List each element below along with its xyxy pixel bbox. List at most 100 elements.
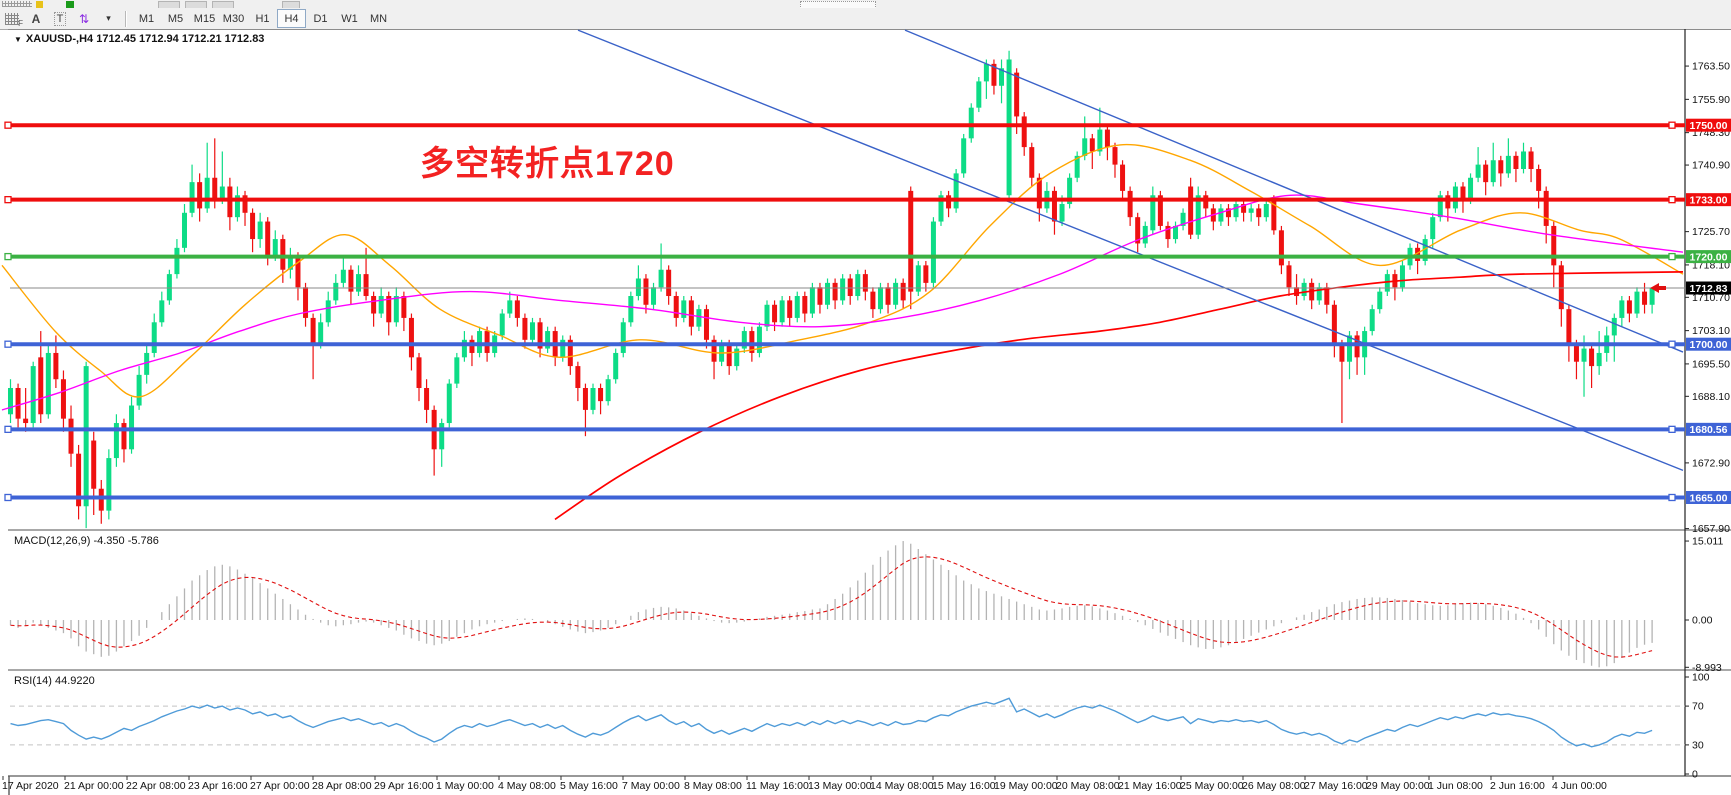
symbol-collapse-icon[interactable]: ▼ — [14, 35, 22, 44]
ma-slow-magenta — [1, 194, 1684, 411]
macd-histogram — [9, 541, 1653, 668]
time-axis-label: 29 Apr 16:00 — [374, 780, 434, 792]
current-price-line-axis-badge — [1686, 281, 1731, 295]
svg-text:1712.83: 1712.83 — [1690, 283, 1728, 295]
support-1665-handle[interactable] — [4, 493, 12, 502]
toolbar-fragment — [212, 1, 234, 8]
time-axis-label: 23 Apr 16:00 — [188, 780, 248, 792]
svg-text:1700.00: 1700.00 — [1690, 339, 1728, 351]
svg-text:1695.50: 1695.50 — [1692, 358, 1730, 370]
svg-text:1763.50: 1763.50 — [1692, 61, 1730, 73]
support-1700-handle[interactable] — [1668, 340, 1676, 348]
chart-text-annotation[interactable]: 多空转折点1720 — [420, 145, 675, 183]
resistance-1750-handle[interactable] — [1668, 121, 1676, 129]
ma-long-red — [554, 271, 1684, 521]
time-axis-label: 1 May 00:00 — [436, 780, 494, 792]
svg-text:0: 0 — [1692, 769, 1698, 781]
pivot-1720-handle[interactable] — [1668, 252, 1676, 261]
svg-text:70: 70 — [1692, 701, 1704, 713]
support-1680-handle[interactable] — [4, 425, 12, 433]
macd-signal-line — [10, 556, 1653, 658]
pivot-1720-handle[interactable] — [4, 252, 12, 261]
timeframe-M5-button[interactable]: M5 — [167, 12, 184, 25]
time-axis-label: 28 Apr 08:00 — [312, 780, 372, 792]
symbol-ohlc-label: ▼ XAUUSD-,H4 1712.45 1712.94 1712.21 1712… — [14, 33, 264, 45]
time-axis-label: 1 Jun 08:00 — [1428, 780, 1483, 792]
time-axis-label: 19 May 00:00 — [994, 780, 1058, 792]
timeframe-MN-button[interactable]: MN — [369, 12, 388, 25]
time-axis-label: 29 May 00:00 — [1366, 780, 1430, 792]
svg-text:1672.90: 1672.90 — [1692, 457, 1730, 469]
draw-text-label-button[interactable]: T — [49, 10, 71, 27]
text-label-icon: T — [53, 11, 67, 26]
arrows-tool-button[interactable]: ⇅ — [78, 11, 90, 26]
support-1700-axis-badge — [1686, 337, 1731, 351]
timeframe-W1-button[interactable]: W1 — [341, 12, 358, 25]
fibonacci-grid-icon — [5, 12, 19, 25]
time-axis-label: 26 May 08:00 — [1242, 780, 1306, 792]
support-1680-handle[interactable] — [1668, 425, 1676, 433]
resistance-1733-axis-badge — [1686, 193, 1731, 207]
svg-text:1680.56: 1680.56 — [1690, 424, 1728, 436]
symbol-ohlc-text: XAUUSD-,H4 1712.45 1712.94 1712.21 1712.… — [25, 33, 265, 45]
ma-fast-orange — [1, 143, 1684, 398]
time-axis-label: 4 Jun 00:00 — [1552, 780, 1607, 792]
svg-text:1703.10: 1703.10 — [1692, 325, 1730, 337]
arrows-dropdown-caret[interactable]: ▾ — [97, 10, 119, 27]
resistance-1750-handle[interactable] — [4, 121, 12, 129]
clipped-upper-toolbar — [0, 0, 1731, 8]
support-1700-handle[interactable] — [4, 340, 12, 348]
time-axis-label: 5 May 16:00 — [560, 780, 618, 792]
toolbar-fragment — [36, 1, 43, 8]
time-axis-label: 27 Apr 00:00 — [250, 780, 310, 792]
svg-text:1740.90: 1740.90 — [1692, 160, 1730, 172]
svg-text:100: 100 — [1692, 672, 1710, 684]
time-axis-label: 21 May 16:00 — [1118, 780, 1182, 792]
time-axis-label: 22 Apr 08:00 — [126, 780, 186, 792]
timeframe-M15-button[interactable]: M15 — [193, 12, 216, 25]
chevron-down-icon: ▾ — [106, 13, 111, 23]
draw-text-button[interactable]: A — [31, 11, 41, 26]
toolbar-fragment — [66, 1, 74, 8]
toolbar-fragment — [800, 1, 876, 8]
timeframe-M30-button[interactable]: M30 — [222, 12, 245, 25]
resistance-1750-axis-badge — [1686, 118, 1731, 132]
rsi-line — [10, 697, 1653, 748]
rsi-indicator-label: RSI(14) 44.9220 — [14, 675, 95, 687]
resistance-1733-handle[interactable] — [1668, 196, 1676, 204]
time-axis-label: 21 Apr 00:00 — [64, 780, 124, 792]
time-axis-label: 17 Apr 2020 — [2, 780, 59, 792]
timeframe-H1-button[interactable]: H1 — [255, 12, 270, 25]
svg-text:15.011: 15.011 — [1692, 536, 1723, 548]
pivot-1720-axis-badge — [1686, 250, 1731, 264]
timeframe-M1-button[interactable]: M1 — [138, 12, 155, 25]
fibonacci-f-glyph: F — [18, 19, 23, 28]
toolbar-fragment — [158, 1, 180, 8]
macd-indicator-label: MACD(12,26,9) -4.350 -5.786 — [14, 535, 159, 547]
time-axis-label: 20 May 08:00 — [1056, 780, 1120, 792]
timeframe-D1-button[interactable]: D1 — [313, 12, 328, 25]
support-1665-handle[interactable] — [1668, 493, 1676, 502]
time-axis-label: 14 May 08:00 — [870, 780, 934, 792]
time-axis-label: 8 May 08:00 — [684, 780, 742, 792]
last-price-arrow — [1650, 283, 1666, 293]
time-axis-label: 11 May 16:00 — [746, 780, 809, 792]
svg-text:0.00: 0.00 — [1692, 615, 1713, 627]
support-1680-axis-badge — [1686, 422, 1731, 436]
svg-text:1725.70: 1725.70 — [1692, 226, 1730, 238]
support-1665-axis-badge — [1686, 490, 1731, 504]
svg-text:1665.00: 1665.00 — [1690, 492, 1728, 504]
time-axis-label: 27 May 16:00 — [1304, 780, 1368, 792]
toolbar-fragment — [2, 1, 32, 7]
svg-text:1657.90: 1657.90 — [1692, 523, 1730, 535]
toolbar-fragment — [282, 1, 300, 8]
descending-trendline-2[interactable] — [904, 29, 1684, 353]
time-axis-label: 4 May 08:00 — [498, 780, 556, 792]
time-axis-label: 13 May 00:00 — [808, 780, 872, 792]
fibonacci-tool-button[interactable]: F — [1, 10, 23, 28]
timeframe-H4-button[interactable]: H4 — [277, 9, 306, 28]
toolbar-fragment — [185, 1, 207, 8]
resistance-1733-handle[interactable] — [4, 196, 12, 204]
descending-trendline-1[interactable] — [577, 29, 1684, 471]
